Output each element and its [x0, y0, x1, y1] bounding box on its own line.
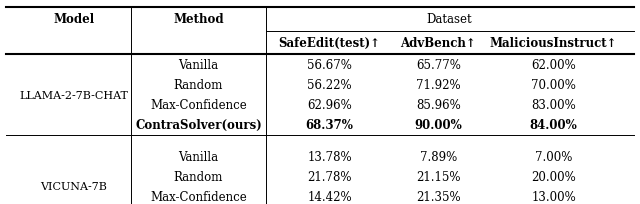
Text: Max-Confidence: Max-Confidence	[150, 190, 247, 203]
Text: 21.15%: 21.15%	[416, 170, 461, 183]
Text: 56.67%: 56.67%	[307, 59, 352, 72]
Text: 14.42%: 14.42%	[307, 190, 352, 203]
Text: Random: Random	[173, 170, 223, 183]
Text: 65.77%: 65.77%	[416, 59, 461, 72]
Text: Dataset: Dataset	[427, 13, 472, 26]
Text: 62.00%: 62.00%	[531, 59, 576, 72]
Text: AdvBench↑: AdvBench↑	[401, 37, 476, 50]
Text: Model: Model	[53, 13, 94, 26]
Text: 7.89%: 7.89%	[420, 150, 457, 163]
Text: 85.96%: 85.96%	[416, 99, 461, 112]
Text: Random: Random	[173, 79, 223, 92]
Text: ContraSolver(ours): ContraSolver(ours)	[135, 119, 262, 132]
Text: SafeEdit(test)↑: SafeEdit(test)↑	[278, 37, 381, 50]
Text: 83.00%: 83.00%	[531, 99, 576, 112]
Text: 71.92%: 71.92%	[416, 79, 461, 92]
Text: Vanilla: Vanilla	[179, 150, 218, 163]
Text: 21.35%: 21.35%	[416, 190, 461, 203]
Text: VICUNA-7B: VICUNA-7B	[40, 181, 107, 191]
Text: 62.96%: 62.96%	[307, 99, 352, 112]
Text: 56.22%: 56.22%	[307, 79, 352, 92]
Text: Max-Confidence: Max-Confidence	[150, 99, 247, 112]
Text: 13.78%: 13.78%	[307, 150, 352, 163]
Text: 7.00%: 7.00%	[535, 150, 572, 163]
Text: 21.78%: 21.78%	[307, 170, 352, 183]
Text: Vanilla: Vanilla	[179, 59, 218, 72]
Text: LLAMA-2-7B-CHAT: LLAMA-2-7B-CHAT	[19, 90, 128, 100]
Text: MaliciousInstruct↑: MaliciousInstruct↑	[490, 37, 618, 50]
Text: 13.00%: 13.00%	[531, 190, 576, 203]
Text: 90.00%: 90.00%	[415, 119, 462, 132]
Text: 70.00%: 70.00%	[531, 79, 576, 92]
Text: 68.37%: 68.37%	[306, 119, 353, 132]
Text: 84.00%: 84.00%	[530, 119, 577, 132]
Text: Method: Method	[173, 13, 224, 26]
Text: 20.00%: 20.00%	[531, 170, 576, 183]
